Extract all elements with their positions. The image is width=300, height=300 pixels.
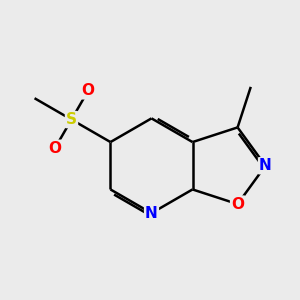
Text: N: N xyxy=(145,206,158,220)
Text: S: S xyxy=(66,112,77,127)
Text: N: N xyxy=(259,158,272,173)
Text: O: O xyxy=(82,83,94,98)
Text: O: O xyxy=(48,141,62,156)
Text: O: O xyxy=(231,196,244,211)
